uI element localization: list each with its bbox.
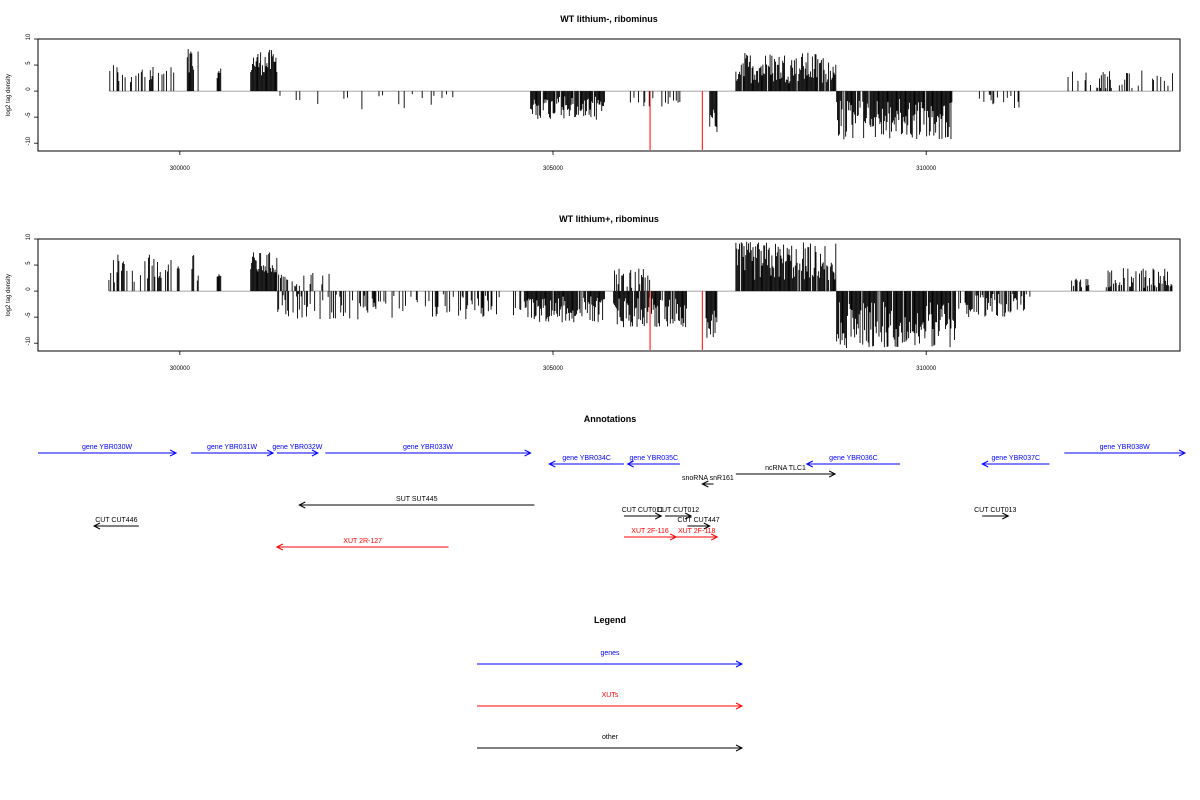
annotation-label: snoRNA snR161: [682, 475, 734, 482]
gene-arrow: [38, 449, 178, 457]
annotations-panel: Annotations gene YBR030W gene YBR031W gene …: [38, 414, 1187, 551]
xut-arrow: [275, 543, 449, 551]
plot-frame: [37, 38, 1181, 152]
gene-arrow-head: [981, 460, 989, 468]
chart-panel-2: WT lithium+, ribominus 10 5 0 -5 -10 log2 tag …: [6, 214, 1181, 372]
y-tick-label: 5: [26, 261, 32, 265]
annotations-title: Annotations: [584, 414, 637, 424]
annotation-label: XUT 2R-127: [343, 538, 382, 545]
feature-arrow-head: [701, 480, 709, 488]
annotation-label: gene YBR031W: [207, 444, 257, 451]
gene-arrow-head: [805, 460, 814, 468]
feature-arrow: [701, 480, 714, 488]
legend-label: genes: [600, 650, 620, 657]
annotation-label: SUT SUT445: [396, 496, 438, 503]
annotation-label: gene YBR038W: [1100, 444, 1150, 451]
gene-arrow: [191, 449, 275, 457]
feature-arrow: [623, 512, 663, 520]
y-tick-label: 0: [26, 87, 32, 91]
bar-group: [109, 49, 1173, 140]
xut-arrow-head: [711, 533, 719, 541]
feature-arrow-head: [298, 501, 306, 509]
y-axis-label: log2 tag density: [6, 74, 12, 116]
feature-arrow-head: [703, 522, 711, 530]
annotation-label: XUT 2F-116: [631, 528, 669, 535]
x-tick-label: 305000: [543, 166, 564, 172]
gene-arrow: [548, 460, 624, 468]
y-tick-label: 10: [26, 33, 32, 40]
gene-arrow: [325, 449, 532, 457]
chart-title: WT lithium-, ribominus: [560, 14, 658, 24]
x-tick-label: 305000: [543, 366, 564, 372]
feature-arrow: [92, 522, 139, 530]
y-tick-label: -10: [26, 336, 32, 345]
chart-title: WT lithium+, ribominus: [559, 214, 659, 224]
feature-arrow-head: [684, 512, 693, 520]
y-tick-label: -5: [26, 312, 32, 318]
gene-arrow: [805, 460, 901, 468]
annotation-label: gene YBR034C: [562, 455, 611, 462]
annotation-label: XUT 2F-118: [678, 528, 716, 535]
x-tick-label: 300000: [170, 166, 191, 172]
annotation-label: gene YBR037C: [992, 455, 1041, 462]
annotation-label: CUT CUT013: [974, 507, 1016, 514]
annotation-label: ncRNA TLC1: [765, 465, 806, 472]
y-tick-label: 0: [26, 287, 32, 291]
legend-title: Legend: [594, 615, 626, 625]
annotation-label: gene YBR030W: [82, 444, 132, 451]
feature-arrow-head: [655, 512, 663, 520]
bar-group: [108, 241, 1173, 349]
legend-arrow-head: [735, 702, 744, 710]
gene-arrow-head: [548, 460, 556, 468]
y-tick-label: 5: [26, 61, 32, 65]
xut-arrow: [676, 533, 719, 541]
gene-arrow-head: [266, 449, 275, 457]
annotation-label: gene YBR036C: [829, 455, 878, 462]
legend-arrow: [477, 744, 744, 752]
legend-arrow-head: [735, 660, 744, 668]
plot-frame: [37, 238, 1181, 352]
feature-arrow-head: [828, 470, 837, 478]
feature-arrow: [735, 470, 837, 478]
feature-arrow: [298, 501, 535, 509]
gene-arrow-head: [1178, 449, 1187, 457]
gene-arrow-head: [311, 449, 320, 457]
gene-arrow: [1064, 449, 1187, 457]
legend-arrow: [477, 660, 744, 668]
gene-arrow: [981, 460, 1050, 468]
gene-arrow: [276, 449, 320, 457]
feature-arrow: [982, 512, 1010, 520]
gene-arrow-head: [524, 449, 532, 457]
y-tick-label: 10: [26, 233, 32, 240]
y-tick-label: -5: [26, 112, 32, 118]
annotation-label: CUT CUT446: [95, 517, 137, 524]
x-tick-label: 300000: [170, 366, 191, 372]
legend-label: other: [602, 734, 619, 741]
gene-arrow-head: [169, 449, 178, 457]
annotation-label: gene YBR035C: [630, 455, 679, 462]
gene-arrow: [626, 460, 680, 468]
annotation-label: gene YBR032W: [272, 444, 322, 451]
legend-arrow: [477, 702, 744, 710]
xut-arrow-head: [275, 543, 284, 551]
chart-panel-1: WT lithium-, ribominus 10 5 0 -5 -10 log2 tag …: [6, 14, 1181, 172]
legend-panel: Legend genes XUTs other: [477, 615, 744, 752]
feature-arrow-head: [1002, 512, 1010, 520]
y-axis-label: log2 tag density: [6, 274, 12, 316]
y-tick-label: -10: [26, 136, 32, 145]
annotation-label: CUT CUT447: [677, 517, 719, 524]
feature-arrow: [664, 512, 693, 520]
x-tick-label: 310000: [916, 166, 937, 172]
feature-arrow-head: [92, 522, 101, 530]
x-tick-label: 310000: [916, 366, 937, 372]
annotation-label: CUT CUT011: [622, 507, 664, 514]
feature-arrow: [687, 522, 711, 530]
legend-arrow-head: [735, 744, 744, 752]
annotation-label: CUT CUT012: [657, 507, 699, 514]
gene-arrow-head: [626, 460, 634, 468]
annotation-label: gene YBR033W: [403, 444, 453, 451]
legend-label: XUTs: [602, 692, 619, 699]
